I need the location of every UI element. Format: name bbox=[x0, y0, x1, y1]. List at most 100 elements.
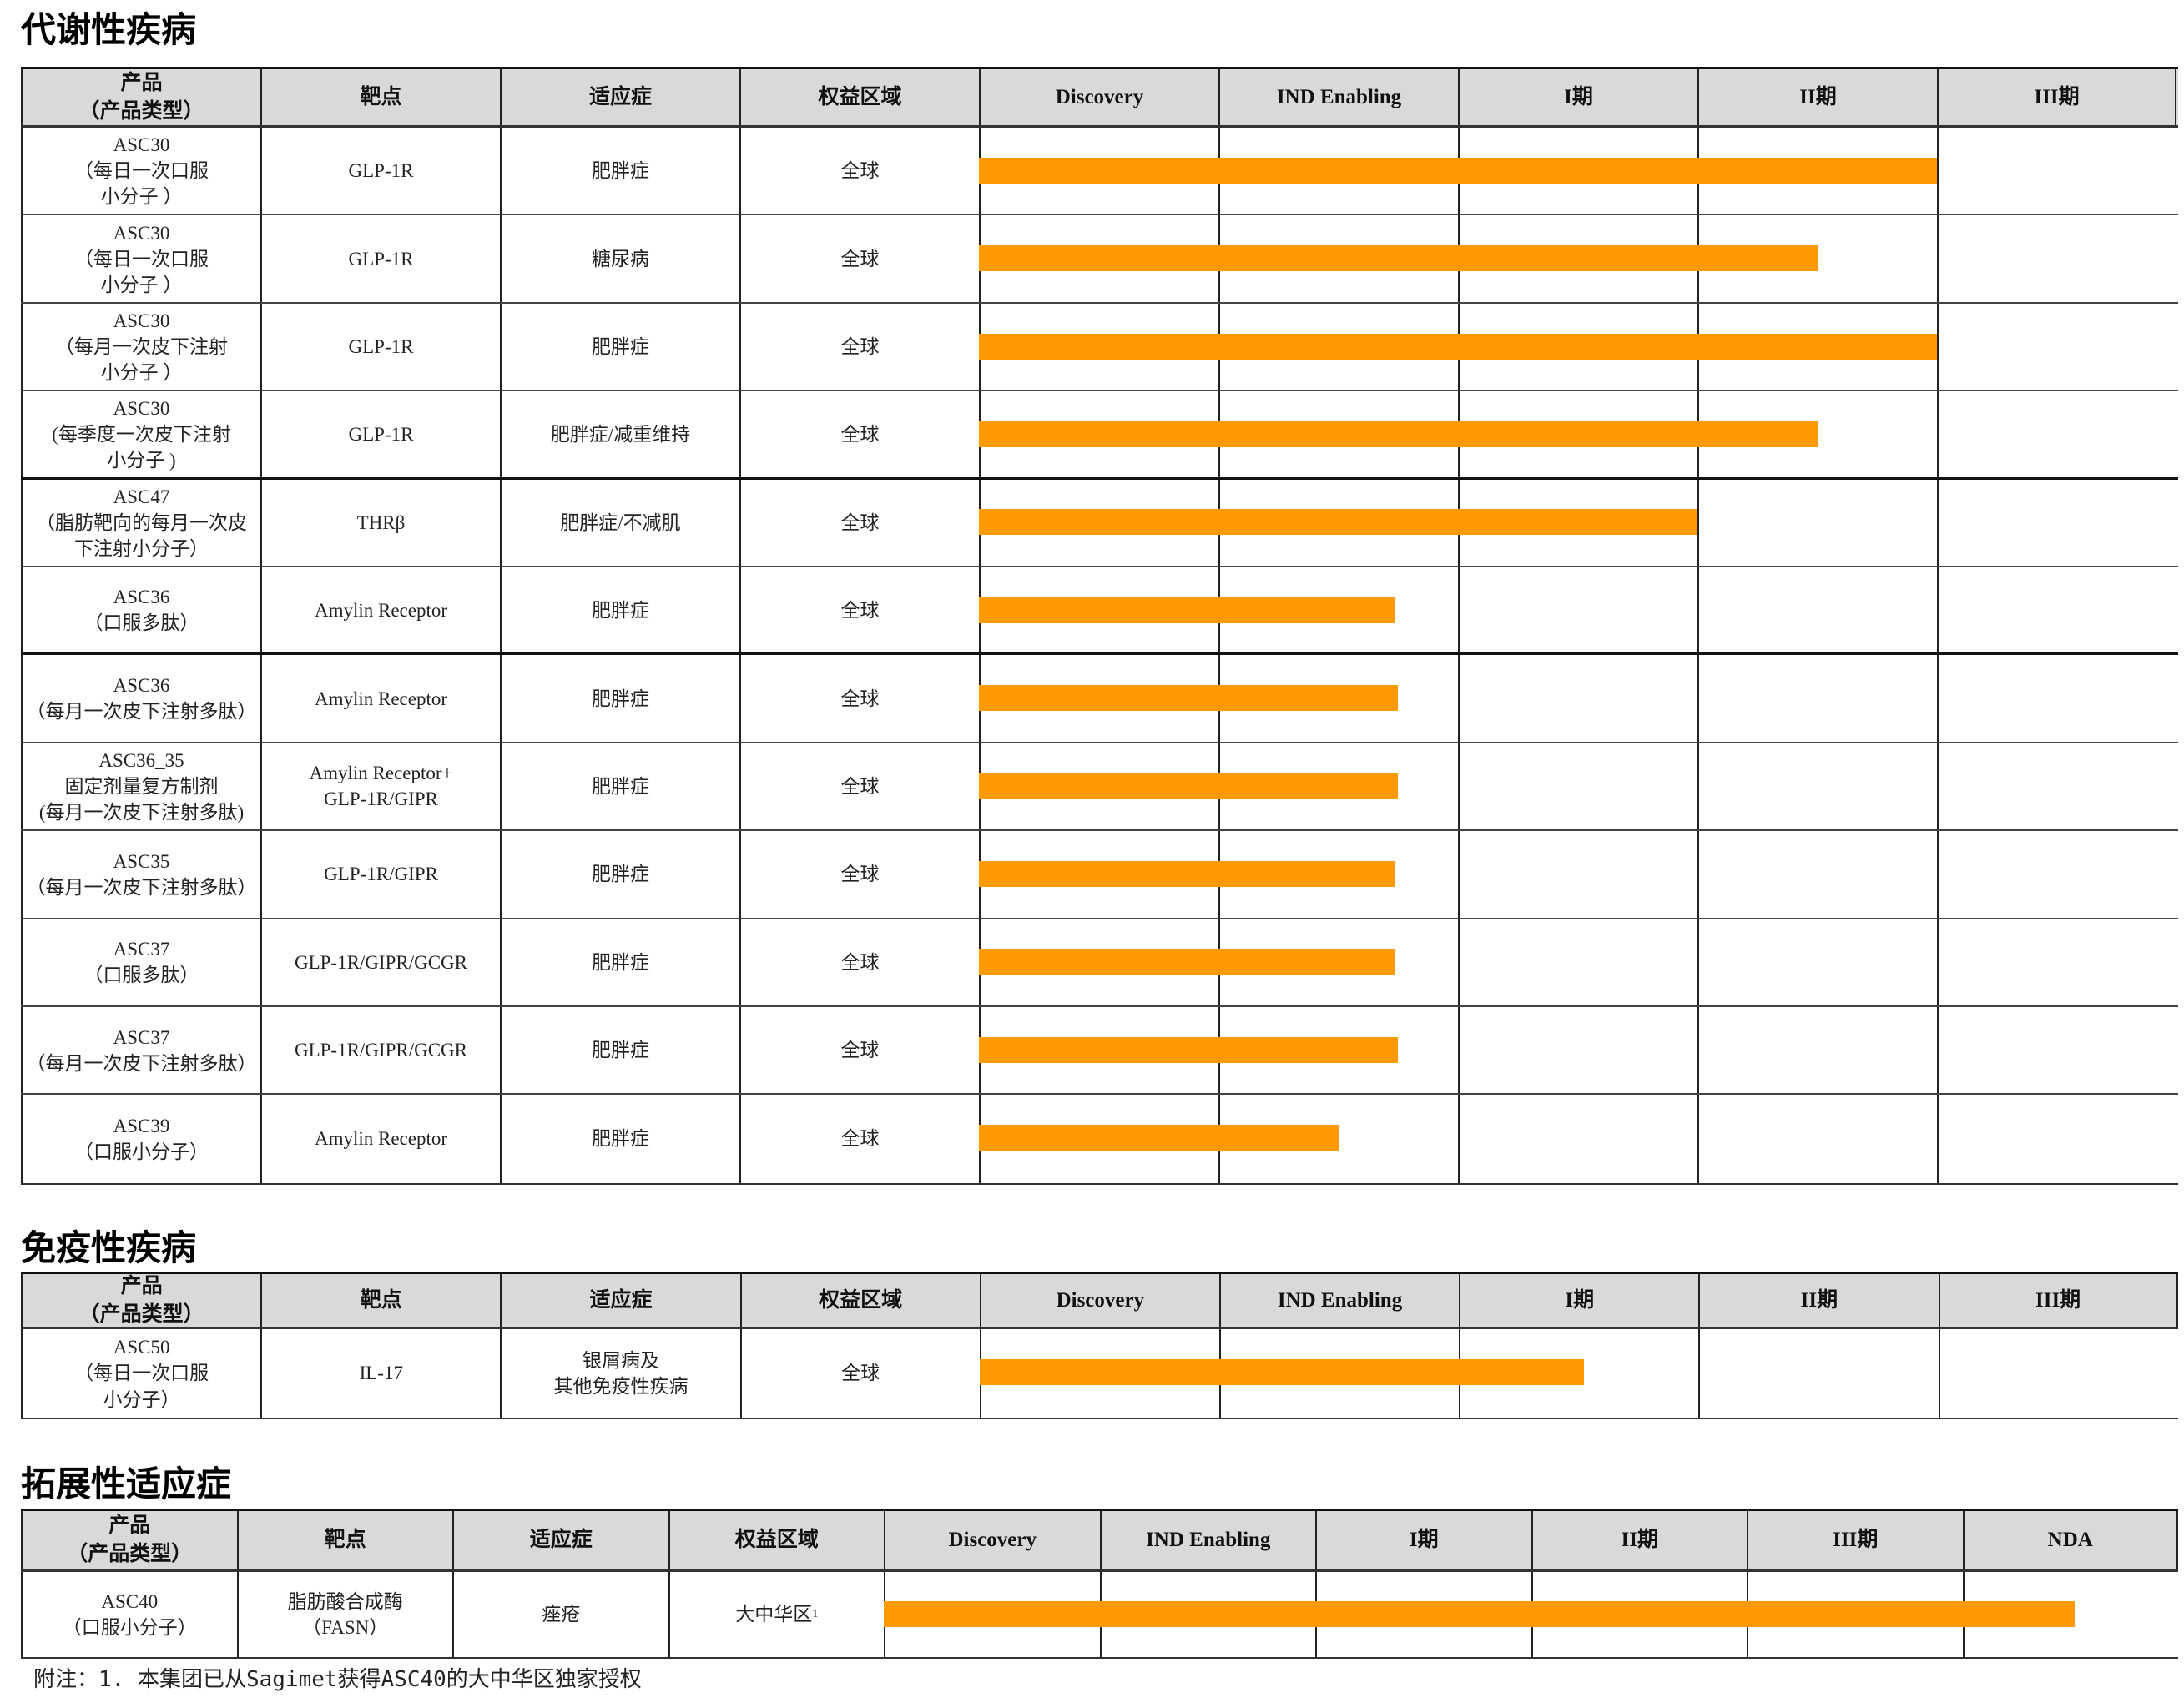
column-header: III期 bbox=[1938, 1274, 2178, 1327]
product-cell: ASC37 （每月一次皮下注射多肽） bbox=[21, 1006, 260, 1094]
product-text: ASC47 （脂肪靶向的每月一次皮 下注射小分子） bbox=[36, 486, 247, 559]
indication-text: 肥胖症 bbox=[592, 688, 649, 709]
progress-bar bbox=[979, 421, 1818, 447]
phase-cell bbox=[1697, 831, 1937, 918]
target-cell: GLP-1R/GIPR/GCGR bbox=[260, 1006, 500, 1094]
product-text: ASC30 （每月一次皮下注射 小分子 ） bbox=[55, 310, 228, 383]
progress-bar bbox=[979, 157, 1937, 184]
target-cell: IL-17 bbox=[260, 1329, 500, 1418]
target-cell: THRβ bbox=[260, 479, 500, 566]
product-cell: ASC30 （每月一次皮下注射 小分子 ） bbox=[21, 303, 260, 390]
target-cell: GLP-1R bbox=[260, 215, 500, 302]
product-cell: ASC30 （每日一次口服 小分子 ） bbox=[21, 215, 260, 302]
region-cell: 大中华区 1 bbox=[668, 1572, 885, 1657]
region-text: 全球 bbox=[840, 599, 880, 621]
section-title: 代谢性疾病 bbox=[21, 9, 197, 50]
product-text: ASC37 （口服多肽） bbox=[83, 939, 199, 986]
target-cell: GLP-1R bbox=[260, 391, 500, 477]
column-header: III期 bbox=[1937, 69, 2176, 125]
column-header: I期 bbox=[1458, 69, 1697, 125]
indication-cell: 肥胖症 bbox=[500, 1095, 739, 1183]
target-cell: GLP-1R/GIPR/GCGR bbox=[260, 919, 500, 1005]
column-header: 权益区域 bbox=[668, 1511, 885, 1569]
region-cell: 全球 bbox=[739, 215, 979, 302]
progress-bar bbox=[979, 509, 1697, 536]
region-text: 全球 bbox=[840, 511, 880, 533]
indication-text: 肥胖症 bbox=[592, 775, 649, 797]
region-text: 全球 bbox=[840, 1040, 880, 1061]
column-header: III期 bbox=[1747, 1511, 1963, 1569]
column-header: II期 bbox=[1697, 69, 1937, 125]
progress-bar bbox=[979, 860, 1396, 887]
target-text: THRβ bbox=[356, 511, 406, 533]
column-header: 靶点 bbox=[260, 1274, 500, 1327]
phase-cell bbox=[1697, 919, 1937, 1005]
indication-cell: 痤疮 bbox=[452, 1572, 668, 1657]
indication-text: 肥胖症/不减肌 bbox=[560, 511, 681, 533]
target-text: GLP-1R bbox=[348, 248, 414, 270]
table-header-row: 产品 （产品类型） 靶点 适应症 权益区域 Discovery IND Enabling I… bbox=[21, 1511, 2178, 1572]
indication-text: 肥胖症 bbox=[592, 951, 649, 973]
target-cell: Amylin Receptor bbox=[260, 567, 500, 653]
product-text: ASC35 （每月一次皮下注射多肽） bbox=[26, 850, 257, 898]
phase-cell bbox=[1458, 567, 1697, 653]
indication-cell: 肥胖症 bbox=[500, 128, 739, 214]
column-header: 产品 （产品类型） bbox=[21, 1511, 237, 1569]
target-cell: Amylin Receptor bbox=[260, 1095, 500, 1183]
progress-bar bbox=[979, 597, 1396, 623]
product-text: ASC40 （口服小分子） bbox=[62, 1590, 197, 1638]
column-header: II期 bbox=[1698, 1274, 1938, 1327]
column-header: IND Enabling bbox=[1218, 69, 1458, 125]
phase-cell bbox=[1458, 919, 1697, 1005]
region-cell: 全球 bbox=[739, 1095, 979, 1183]
column-header: 权益区域 bbox=[739, 69, 979, 125]
product-text: ASC30 （每日一次口服 小分子 ） bbox=[74, 134, 209, 208]
phase-cell bbox=[1937, 831, 2176, 918]
phase-cell bbox=[1458, 1006, 1697, 1094]
progress-bar bbox=[979, 773, 1399, 799]
phase-cell bbox=[1697, 479, 1937, 566]
pipeline-table: 产品 （产品类型） 靶点 适应症 权益区域 Discovery IND Enabling I… bbox=[21, 67, 2178, 1185]
target-cell: GLP-1R/GIPR bbox=[260, 831, 500, 918]
phase-cell bbox=[1937, 391, 2176, 477]
progress-bar bbox=[979, 1036, 1399, 1063]
table-header-row: 产品 （产品类型） 靶点 适应症 权益区域 Discovery IND Enabling I… bbox=[21, 1274, 2178, 1329]
table-row: ASC36_35 固定剂量复方制剂 (每月一次皮下注射多肽) Amylin Rec… bbox=[21, 743, 2178, 832]
column-header: 靶点 bbox=[260, 69, 500, 125]
phase-cell bbox=[1937, 303, 2176, 390]
region-cell: 全球 bbox=[739, 831, 979, 918]
phase-cell bbox=[1697, 567, 1937, 653]
region-cell: 全球 bbox=[739, 655, 979, 742]
column-header: I期 bbox=[1315, 1511, 1531, 1569]
product-cell: ASC30 (每季度一次皮下注射 小分子 ) bbox=[21, 391, 260, 477]
table-row: ASC30 （每月一次皮下注射 小分子 ） GLP-1R 肥胖症 全球 bbox=[21, 303, 2178, 392]
target-text: 脂肪酸合成酶 （FASN） bbox=[287, 1590, 403, 1638]
progress-bar bbox=[979, 949, 1396, 975]
phase-cell bbox=[1937, 128, 2176, 214]
product-cell: ASC47 （脂肪靶向的每月一次皮 下注射小分子） bbox=[21, 479, 260, 566]
column-header: 靶点 bbox=[236, 1511, 453, 1569]
product-text: ASC36 （口服多肽） bbox=[83, 587, 199, 634]
region-cell: 全球 bbox=[739, 567, 979, 653]
region-cell: 全球 bbox=[739, 479, 979, 566]
target-cell: Amylin Receptor+ GLP-1R/GIPR bbox=[260, 743, 500, 830]
table-row: ASC36 （每月一次皮下注射多肽） Amylin Receptor 肥胖症 全球 bbox=[21, 655, 2178, 743]
region-text: 大中华区 bbox=[735, 1604, 813, 1625]
column-header: NDA bbox=[1962, 1511, 2178, 1569]
column-header: 产品 （产品类型） bbox=[21, 69, 260, 125]
progress-bar bbox=[979, 1359, 1584, 1386]
indication-cell: 肥胖症/不减肌 bbox=[500, 479, 739, 566]
column-header: II期 bbox=[1531, 1511, 1748, 1569]
indication-text: 肥胖症 bbox=[592, 599, 649, 621]
indication-text: 肥胖症 bbox=[592, 864, 649, 885]
column-header: IND Enabling bbox=[1099, 1511, 1316, 1569]
indication-cell: 肥胖症 bbox=[500, 567, 739, 653]
table-row: ASC40 （口服小分子） 脂肪酸合成酶 （FASN） 痤疮 大中华区 1 bbox=[21, 1572, 2178, 1657]
product-cell: ASC37 （口服多肽） bbox=[21, 919, 260, 1005]
target-text: GLP-1R/GIPR/GCGR bbox=[294, 1040, 468, 1061]
target-text: GLP-1R bbox=[348, 160, 414, 182]
phase-cell bbox=[1937, 1006, 2176, 1094]
region-cell: 全球 bbox=[739, 391, 979, 477]
target-cell: GLP-1R bbox=[260, 303, 500, 390]
region-cell: 全球 bbox=[739, 303, 979, 390]
